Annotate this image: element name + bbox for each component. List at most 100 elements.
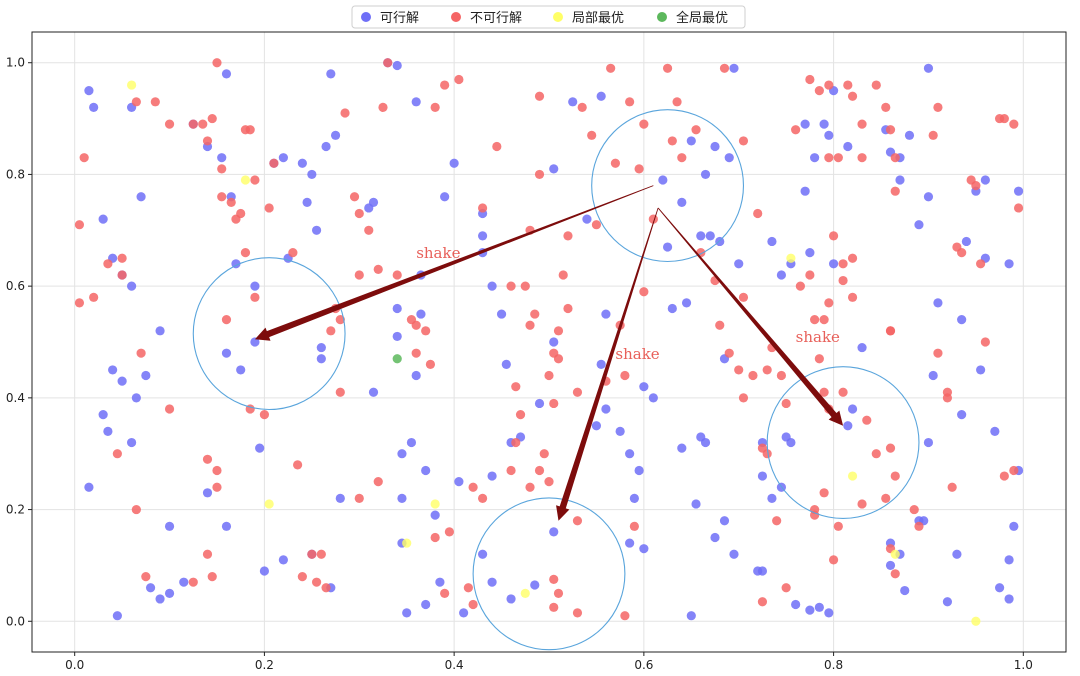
data-point <box>847 253 858 263</box>
data-point <box>681 298 692 308</box>
data-point <box>857 119 867 129</box>
data-point <box>202 488 213 498</box>
data-point <box>677 197 687 207</box>
x-axis-ticks: 0.0 0.2 0.4 0.6 0.8 1.0 <box>65 652 1033 672</box>
data-point <box>957 315 967 325</box>
data-point <box>639 544 649 554</box>
y-tick-label: 0.0 <box>6 614 25 628</box>
legend: 可行解 不可行解 局部最优 全局最优 <box>351 5 746 29</box>
neighborhood-circle <box>591 109 745 263</box>
data-point <box>98 214 108 224</box>
data-point <box>843 141 853 152</box>
legend-marker <box>657 12 667 22</box>
data-point <box>1004 594 1014 604</box>
data-point <box>757 566 768 576</box>
data-point <box>321 141 331 152</box>
data-point <box>620 611 630 621</box>
data-point <box>164 119 175 129</box>
x-tick-label: 1.0 <box>1014 658 1033 672</box>
data-point <box>1009 465 1019 476</box>
data-point <box>202 454 213 464</box>
data-point <box>596 91 606 101</box>
scatter-points <box>74 58 1024 626</box>
shake-label: shake <box>416 244 460 262</box>
data-point <box>549 527 559 537</box>
data-point <box>411 97 421 107</box>
data-point <box>217 153 227 163</box>
y-tick-label: 0.6 <box>6 279 25 293</box>
data-point <box>686 611 696 621</box>
data-point <box>492 141 502 152</box>
data-point <box>316 549 326 559</box>
data-point <box>188 119 198 129</box>
data-point <box>838 259 848 269</box>
data-point <box>549 348 559 358</box>
data-point <box>240 175 251 185</box>
data-point <box>833 153 843 163</box>
data-point <box>819 315 829 325</box>
legend-marker <box>361 12 371 22</box>
data-point <box>885 443 896 453</box>
data-point <box>658 175 668 185</box>
data-point <box>421 599 431 610</box>
data-point <box>553 588 564 598</box>
shake-label: shake <box>615 345 659 363</box>
data-point <box>615 426 625 436</box>
data-point <box>980 337 990 347</box>
data-point <box>155 594 165 604</box>
data-point <box>838 275 848 286</box>
data-point <box>373 264 383 274</box>
data-point <box>762 449 772 459</box>
data-point <box>250 337 260 347</box>
data-point <box>127 80 137 90</box>
data-point <box>240 248 251 258</box>
data-point <box>511 437 521 448</box>
data-point <box>843 421 853 431</box>
grid <box>32 32 1066 652</box>
data-point <box>421 326 431 336</box>
data-point <box>824 298 834 308</box>
data-point <box>221 521 232 531</box>
data-point <box>847 91 858 101</box>
data-point <box>530 580 540 590</box>
data-point <box>145 583 156 593</box>
data-point <box>264 499 274 509</box>
data-point <box>136 348 146 358</box>
data-point <box>662 242 673 252</box>
data-point <box>710 532 720 543</box>
neighborhood-circle <box>192 257 346 411</box>
data-point <box>487 471 497 481</box>
data-point <box>103 426 113 436</box>
data-point <box>402 608 412 618</box>
data-point <box>421 465 431 476</box>
data-point <box>933 298 943 308</box>
data-point <box>715 320 725 330</box>
data-point <box>477 231 488 241</box>
data-point <box>686 136 696 146</box>
data-point <box>795 281 805 291</box>
data-point <box>871 80 881 90</box>
x-tick-label: 0.6 <box>634 658 653 672</box>
data-point <box>994 583 1005 593</box>
data-point <box>871 449 881 459</box>
data-point <box>164 404 175 414</box>
x-tick-label: 0.2 <box>255 658 274 672</box>
data-point <box>368 387 379 397</box>
data-point <box>629 493 639 503</box>
data-point <box>544 477 554 487</box>
data-point <box>757 471 768 481</box>
data-point <box>397 493 407 503</box>
data-point <box>297 158 307 168</box>
data-point <box>511 382 521 392</box>
data-point <box>89 102 99 113</box>
data-point <box>250 281 260 291</box>
data-point <box>890 153 900 163</box>
data-point <box>800 119 810 129</box>
data-point <box>259 410 270 420</box>
data-point <box>250 175 260 185</box>
data-point <box>767 236 777 247</box>
data-point <box>914 521 924 531</box>
data-point <box>383 58 393 68</box>
data-point <box>212 465 222 476</box>
